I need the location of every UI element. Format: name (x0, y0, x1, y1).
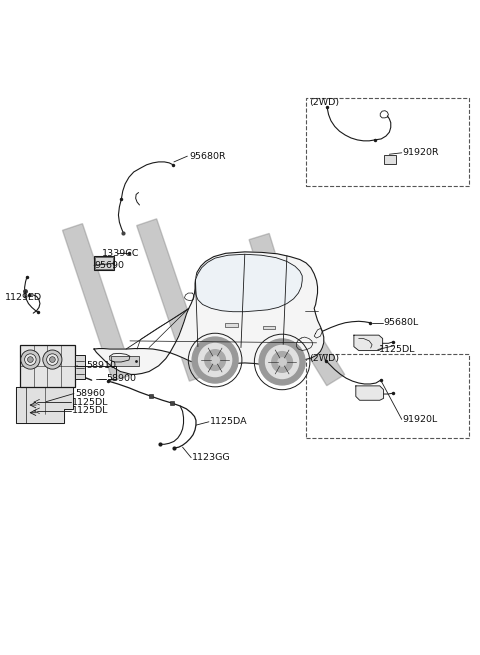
Bar (96, 257, 113, 269)
Text: 91920R: 91920R (403, 148, 439, 157)
Polygon shape (94, 252, 324, 375)
Circle shape (278, 358, 286, 366)
Text: (2WD): (2WD) (310, 98, 339, 107)
Polygon shape (249, 233, 308, 364)
Bar (263, 326, 275, 329)
Circle shape (211, 356, 219, 364)
Text: 1125DA: 1125DA (210, 417, 248, 426)
Bar (94, 255, 114, 270)
Circle shape (27, 357, 33, 362)
Text: 1123GG: 1123GG (192, 453, 231, 462)
Polygon shape (195, 254, 302, 312)
Text: 1125DL: 1125DL (72, 398, 108, 407)
Polygon shape (137, 219, 209, 381)
Text: 1125DL: 1125DL (379, 345, 415, 354)
Circle shape (49, 357, 55, 362)
Circle shape (47, 354, 58, 365)
Text: 58960: 58960 (75, 389, 105, 398)
Bar (111, 356, 140, 365)
Polygon shape (356, 386, 384, 400)
Text: 1339CC: 1339CC (102, 250, 140, 258)
Circle shape (199, 343, 232, 377)
Text: 95680R: 95680R (190, 152, 227, 160)
Text: 1129ED: 1129ED (4, 293, 42, 303)
Bar (306, 98, 469, 186)
Bar (20, 345, 75, 387)
Polygon shape (288, 312, 345, 386)
Bar (306, 354, 469, 438)
Bar (75, 355, 85, 379)
Text: 95680L: 95680L (384, 318, 419, 328)
Polygon shape (16, 387, 73, 423)
Circle shape (259, 339, 305, 385)
Text: 1125DL: 1125DL (72, 406, 108, 415)
Text: 91920L: 91920L (403, 415, 438, 424)
Circle shape (21, 350, 40, 369)
Text: 58900: 58900 (106, 374, 136, 383)
Circle shape (272, 352, 292, 372)
Bar (384, 155, 396, 164)
Polygon shape (62, 223, 133, 381)
Circle shape (205, 350, 226, 370)
Text: 95690: 95690 (94, 261, 124, 270)
Circle shape (24, 354, 36, 365)
Text: 58910: 58910 (86, 362, 116, 370)
Text: (2WD): (2WD) (310, 354, 339, 363)
Bar (225, 323, 238, 327)
Circle shape (192, 337, 238, 383)
Circle shape (265, 345, 299, 379)
Polygon shape (354, 335, 383, 350)
Circle shape (43, 350, 62, 369)
